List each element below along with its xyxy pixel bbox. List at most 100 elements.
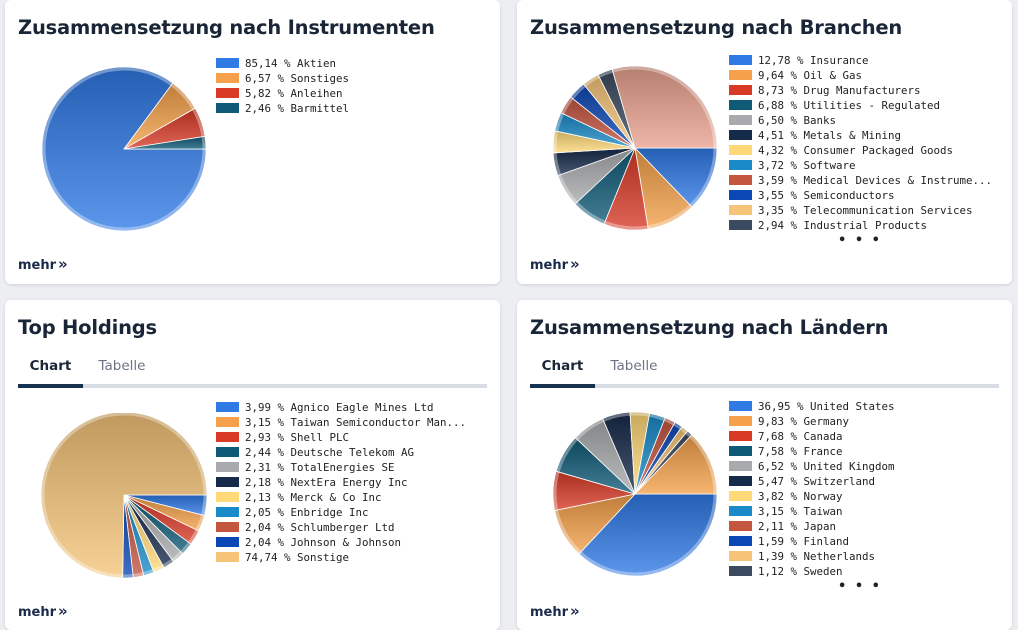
more-indicator: • • •	[838, 233, 882, 248]
legend-label: 2,05 % Enbridge Inc	[245, 506, 369, 519]
legend-label: 6,52 % United Kingdom	[758, 460, 895, 473]
legend-label: 7,68 % Canada	[758, 430, 843, 443]
tab-chart[interactable]: Chart	[29, 358, 72, 374]
legend-swatch	[729, 130, 752, 140]
legend-item: 1,59 % Finland	[729, 534, 895, 549]
legend-item: 3,35 % Telecommunication Services	[729, 203, 992, 218]
legend-item: 74,74 % Sonstige	[216, 550, 466, 565]
legend-label: 6,50 % Banks	[758, 114, 837, 127]
legend-label: 3,15 % Taiwan Semiconductor Man...	[245, 416, 467, 429]
legend-swatch	[729, 506, 752, 516]
legend-swatch	[216, 462, 239, 472]
legend-item: 2,46 % Barmittel	[216, 101, 349, 116]
legend-swatch	[729, 205, 752, 215]
legend-item: 3,82 % Norway	[729, 489, 895, 504]
legend: 36,95 % United States 9,83 % Germany 7,68 …	[729, 399, 895, 594]
pie-chart	[552, 65, 718, 231]
legend-swatch	[729, 70, 752, 80]
card-branches: Zusammensetzung nach Branchen 12,78 % In…	[517, 0, 1012, 284]
legend-label: 3,72 % Software	[758, 159, 856, 172]
legend-swatch	[729, 175, 752, 185]
legend-item: 2,94 % Industrial Products	[729, 218, 992, 233]
legend-swatch	[729, 55, 752, 65]
pie-rim	[41, 413, 207, 578]
legend-item: 2,18 % NextEra Energy Inc	[216, 475, 466, 490]
legend-swatch	[729, 521, 752, 531]
tab-divider	[530, 384, 999, 388]
legend-item: 3,72 % Software	[729, 158, 992, 173]
legend-swatch	[216, 447, 239, 457]
legend-label: 2,18 % NextEra Energy Inc	[245, 476, 408, 489]
legend-item: 3,15 % Taiwan Semiconductor Man...	[216, 415, 466, 430]
tab-active-indicator	[18, 384, 83, 388]
more-indicator: • • •	[838, 579, 882, 594]
legend-swatch	[216, 432, 239, 442]
legend-swatch	[216, 507, 239, 517]
pie-chart	[41, 66, 207, 232]
legend-swatch	[729, 401, 752, 411]
legend-item: 12,78 % Insurance	[729, 53, 992, 68]
legend-label: 12,78 % Insurance	[758, 54, 869, 67]
legend-swatch	[216, 477, 239, 487]
legend-label: 3,59 % Medical Devices & Instrume...	[758, 174, 993, 187]
legend-item: 9,83 % Germany	[729, 414, 895, 429]
legend-swatch	[729, 416, 752, 426]
legend-item: 7,58 % France	[729, 444, 895, 459]
legend-swatch	[729, 566, 752, 576]
tab-tabelle[interactable]: Tabelle	[610, 358, 658, 374]
legend: 3,99 % Agnico Eagle Mines Ltd 3,15 % Taiw…	[216, 400, 466, 565]
mehr-link[interactable]: mehr»	[530, 602, 580, 620]
legend-label: 36,95 % United States	[758, 400, 895, 413]
legend-swatch	[216, 522, 239, 532]
tab-chart[interactable]: Chart	[541, 358, 584, 374]
legend-swatch	[216, 417, 239, 427]
legend: 12,78 % Insurance 9,64 % Oil & Gas 8,73 % …	[729, 53, 992, 248]
card-title: Zusammensetzung nach Ländern	[530, 316, 889, 339]
legend-swatch	[216, 537, 239, 547]
legend-label: 3,55 % Semiconductors	[758, 189, 895, 202]
mehr-link[interactable]: mehr»	[18, 602, 68, 620]
legend-item: 1,39 % Netherlands	[729, 549, 895, 564]
pie-rim	[42, 67, 206, 231]
legend-label: 2,46 % Barmittel	[245, 102, 350, 115]
legend-swatch	[216, 402, 239, 412]
pie-slice-other	[611, 65, 718, 149]
tab-tabelle[interactable]: Tabelle	[98, 358, 146, 374]
mehr-link[interactable]: mehr»	[18, 255, 68, 273]
double-chevron-right-icon: »	[58, 255, 68, 273]
legend-item: 5,47 % Switzerland	[729, 474, 895, 489]
card-title: Top Holdings	[18, 316, 157, 339]
legend-label: 6,57 % Sonstiges	[245, 72, 350, 85]
pie-slice	[634, 147, 718, 208]
legend-label: 6,88 % Utilities - Regulated	[758, 99, 941, 112]
legend-swatch	[729, 491, 752, 501]
legend-swatch	[729, 220, 752, 230]
legend-item: 7,68 % Canada	[729, 429, 895, 444]
card-instruments: Zusammensetzung nach Instrumenten 85,14 …	[5, 0, 500, 284]
legend-label: 5,47 % Switzerland	[758, 475, 876, 488]
legend-swatch	[729, 461, 752, 471]
legend-swatch	[729, 446, 752, 456]
mehr-link[interactable]: mehr»	[530, 255, 580, 273]
legend-swatch	[216, 88, 239, 98]
double-chevron-right-icon: »	[570, 602, 580, 620]
legend-label: 1,59 % Finland	[758, 535, 850, 548]
legend-swatch	[729, 431, 752, 441]
legend-item: 2,05 % Enbridge Inc	[216, 505, 466, 520]
tab-active-indicator	[530, 384, 595, 388]
pie-slice	[123, 135, 207, 150]
legend-item: 3,55 % Semiconductors	[729, 188, 992, 203]
legend-label: 2,11 % Japan	[758, 520, 837, 533]
tab-divider	[18, 384, 487, 388]
legend-item: 5,82 % Anleihen	[216, 86, 349, 101]
pie-rim	[553, 66, 717, 230]
pie-slice	[40, 413, 208, 579]
legend-item: 2,04 % Schlumberger Ltd	[216, 520, 466, 535]
legend-item: 6,50 % Banks	[729, 113, 992, 128]
legend-label: 2,31 % TotalEnergies SE	[245, 461, 395, 474]
legend-label: 4,51 % Metals & Mining	[758, 129, 902, 142]
legend-label: 3,99 % Agnico Eagle Mines Ltd	[245, 401, 434, 414]
legend-item: 2,31 % TotalEnergies SE	[216, 460, 466, 475]
legend-item: 4,32 % Consumer Packaged Goods	[729, 143, 992, 158]
legend-swatch	[216, 103, 239, 113]
